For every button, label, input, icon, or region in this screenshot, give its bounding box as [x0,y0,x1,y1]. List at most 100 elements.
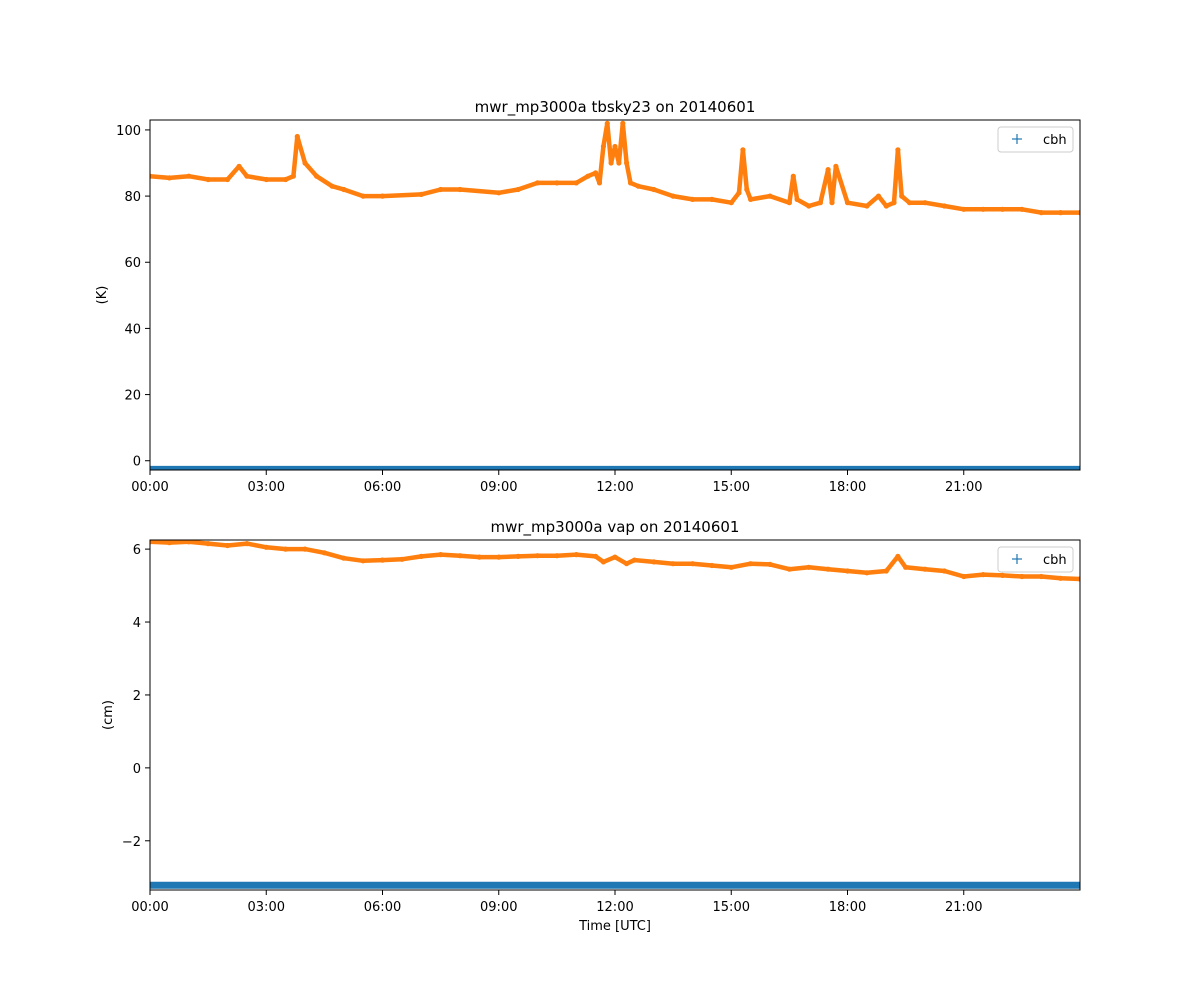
series-point [150,540,153,545]
series-point [999,572,1006,579]
series-point [899,193,905,199]
plot-area: 00:00 03:00 06:00 09:00 12:00 15:00 18:00 21:00… [116,120,1080,495]
series-point [515,553,521,560]
series-point [616,160,622,166]
series-point [794,196,800,202]
series-point [767,561,773,568]
series-point [844,200,851,206]
legend-box [997,546,1074,573]
series-line [150,540,1080,582]
series-point [379,193,386,199]
x-tick-label: 06:00 [364,480,401,495]
series-point [329,183,335,189]
series-point [922,566,928,572]
series-point [476,554,482,560]
series-point [903,564,909,570]
series-line [150,121,1080,215]
series-point [767,193,773,199]
y-axis-label: (K) [95,286,110,305]
series-point [864,203,870,209]
series-point [1077,576,1080,582]
x-tick-label: 12:00 [596,480,633,495]
x-tick-label: 00:00 [131,480,168,495]
y-tick-label: 40 [124,322,141,337]
series-point [620,120,626,126]
series-group [150,540,1080,889]
y-tick-label: 100 [116,124,141,139]
series-point [627,180,634,186]
legend-plus-marker [1012,554,1022,564]
series-point [608,160,614,166]
y-tick-label: 20 [124,389,141,404]
series-point [205,541,211,547]
series-point [166,540,172,546]
x-tick-label: 21:00 [945,900,982,915]
series-point [600,143,607,150]
series-point [709,196,715,202]
series-point [573,552,579,558]
series-point [748,196,754,202]
series-point [806,564,812,570]
series-point [302,160,308,166]
series-point [689,561,696,567]
legend-label: cbh [1043,553,1067,568]
series-point [651,186,657,193]
legend-box [997,126,1074,153]
series-point [612,554,618,560]
series-point [817,200,824,206]
series-point [294,133,300,140]
series-point [438,552,444,558]
series-point [670,561,676,567]
series-point [786,200,793,206]
y-tick-label: 2 [133,689,141,704]
series-point [744,186,750,193]
series-point [624,160,630,166]
series-point [573,180,579,186]
series-point [166,175,172,181]
series-point [670,193,676,199]
series-point [961,573,967,580]
series-point [709,562,715,569]
series-point [728,200,734,206]
series-point [585,173,591,179]
legend: cbh [997,126,1074,153]
x-tick-label: 18:00 [829,900,866,915]
y-tick-label: 4 [133,616,141,631]
series-point [806,203,812,209]
series-point [290,173,296,179]
series-point [150,173,153,179]
series-point [457,553,463,559]
series-point [1019,206,1025,212]
series-point [790,173,796,179]
series-point [379,557,386,563]
series-group [150,120,1080,470]
x-tick-label: 15:00 [713,900,750,915]
series-point [844,568,851,574]
series-point [593,553,599,560]
series-point [236,163,242,169]
series-point [321,550,327,556]
axes-frame [149,119,1081,471]
x-tick-label: 03:00 [248,480,285,495]
series-point [624,561,630,567]
series-point [786,566,793,572]
series-point [496,554,502,560]
legend-label: cbh [1043,133,1067,148]
series-point [1019,573,1025,580]
plot-area: 00:00 03:00 06:00 09:00 12:00 15:00 18:00 21:00… [122,540,1080,915]
series-point [593,170,599,176]
y-tick-label: 60 [124,256,141,271]
series-point [941,203,948,209]
x-tick-label: 12:00 [596,900,633,915]
series-point [283,546,289,552]
series-point [883,203,889,209]
series-point [864,570,870,576]
y-tick-label: 80 [124,190,141,205]
series-point [631,557,638,563]
chart-title: mwr_mp3000a tbsky23 on 20140601 [475,98,756,117]
series-point [612,143,618,150]
series-point [980,206,986,212]
series-point [604,120,610,126]
series-point [875,193,882,199]
